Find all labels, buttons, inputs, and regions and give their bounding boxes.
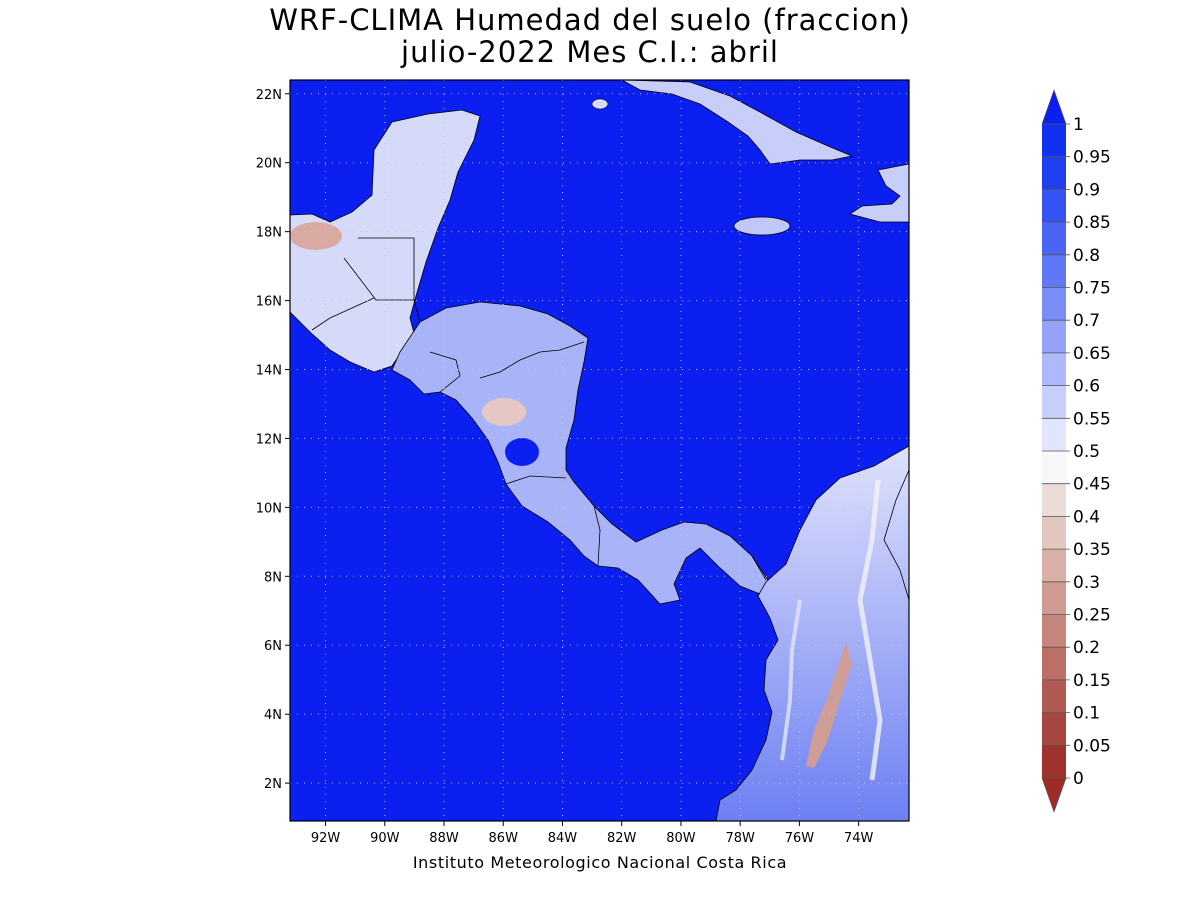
land-areas — [290, 80, 909, 821]
colorbar-label: 0.6 — [1073, 377, 1100, 397]
lon-tick-label: 82W — [607, 831, 637, 846]
colorbar-label: 0.65 — [1073, 344, 1111, 364]
land-hispaniola — [849, 163, 909, 223]
colorbar-bin — [1042, 320, 1066, 354]
colorbar-label: 0.2 — [1073, 638, 1100, 658]
land-central-america — [391, 301, 769, 605]
land-isla-juventud — [591, 98, 609, 110]
colorbar-bin — [1042, 549, 1066, 583]
colorbar-bin — [1042, 156, 1066, 190]
colorbar-label: 0 — [1073, 769, 1084, 789]
latitude-labels: 22N 20N 18N 16N 14N 12N 10N 8N 6N 4N 2N — [256, 88, 282, 792]
lat-tick-label: 16N — [256, 295, 282, 310]
colorbar-label: 0.85 — [1073, 213, 1111, 233]
colorbar-bin — [1042, 614, 1066, 648]
colorbar-label: 0.3 — [1073, 573, 1100, 593]
colorbar-bin — [1042, 451, 1066, 485]
land-colombia — [715, 445, 909, 821]
colorbar-bin — [1042, 385, 1066, 419]
colorbar-bin — [1042, 222, 1066, 256]
land-cuba — [621, 80, 854, 165]
map-gridlines — [285, 80, 909, 826]
land-jamaica — [733, 216, 791, 236]
lon-tick-label: 86W — [489, 831, 519, 846]
lat-tick-label: 2N — [264, 777, 282, 792]
colorbar-bin — [1042, 124, 1066, 158]
colorbar-label: 0.25 — [1073, 606, 1111, 626]
map-title-line2: julio-2022 Mes C.I.: abril — [401, 35, 779, 69]
longitude-labels: 92W 90W 88W 86W 84W 82W 80W 78W 76W 74W — [311, 831, 874, 846]
colorbar-bottom-arrow — [1041, 777, 1067, 813]
institution-credit: Instituto Meteorologico Nacional Costa R… — [412, 853, 788, 872]
colorbar-label: 0.95 — [1073, 148, 1111, 168]
map-frame — [289, 79, 910, 822]
lat-tick-label: 12N — [256, 432, 282, 447]
colorbar-bin — [1042, 287, 1066, 321]
country-borders — [311, 237, 909, 601]
colorbar-label: 0.75 — [1073, 279, 1111, 299]
lon-tick-label: 90W — [370, 831, 400, 846]
colorbar-bin — [1042, 418, 1066, 452]
lon-tick-label: 80W — [666, 831, 696, 846]
lon-tick-label: 92W — [311, 831, 341, 846]
lon-tick-label: 78W — [725, 831, 755, 846]
colorbar-top-arrow — [1041, 89, 1067, 125]
lat-tick-label: 8N — [264, 570, 282, 585]
colorbar-label: 1 — [1073, 115, 1084, 135]
colorbar-bin — [1042, 254, 1066, 288]
colorbar-bin — [1042, 352, 1066, 387]
colorbar-label: 0.15 — [1073, 671, 1111, 691]
lake-nicaragua — [505, 438, 539, 466]
lat-tick-label: 22N — [256, 88, 282, 103]
lon-tick-label: 88W — [429, 831, 459, 846]
colorbar-bin — [1042, 581, 1066, 615]
colorbar-bin — [1042, 516, 1066, 550]
lat-tick-label: 10N — [256, 501, 282, 516]
lat-tick-label: 20N — [256, 157, 282, 172]
colorbar-labels: 1 0.95 0.9 0.85 0.8 0.75 0.7 0.65 0.6 0.55 0.5 0.45… — [1042, 115, 1111, 789]
dry-patch-nicaragua — [482, 398, 526, 426]
colorbar-label: 0.8 — [1073, 246, 1100, 266]
map-title-line1: WRF-CLIMA Humedad del suelo (fraccion) — [269, 3, 911, 37]
colorbar-bin — [1042, 647, 1066, 681]
colorbar-bin — [1042, 483, 1066, 517]
colorbar-bin — [1042, 189, 1066, 223]
lat-tick-label: 14N — [256, 364, 282, 379]
colorbar-label: 0.45 — [1073, 475, 1111, 495]
colorbar-bin — [1042, 712, 1066, 746]
lon-tick-label: 74W — [844, 831, 874, 846]
colorbar-label: 0.55 — [1073, 409, 1111, 429]
colorbar-label: 0.1 — [1073, 704, 1100, 724]
light-band-andes — [857, 479, 883, 781]
lat-tick-label: 4N — [264, 708, 282, 723]
colorbar-label: 0.5 — [1073, 442, 1100, 462]
colorbar-bin — [1042, 745, 1066, 779]
colorbar-label: 0.7 — [1073, 311, 1100, 331]
colorbar-label: 0.4 — [1073, 507, 1100, 527]
lon-tick-label: 84W — [548, 831, 578, 846]
colorbar — [1041, 89, 1067, 813]
lon-tick-label: 76W — [785, 831, 815, 846]
lat-tick-label: 6N — [264, 639, 282, 654]
lat-tick-label: 18N — [256, 226, 282, 241]
colorbar-label: 0.05 — [1073, 736, 1111, 756]
dry-ridge-andes — [806, 642, 852, 768]
colorbar-bin — [1042, 679, 1066, 714]
light-band-andes-2 — [780, 599, 802, 761]
colorbar-label: 0.35 — [1073, 540, 1111, 560]
dry-patch-mexico — [290, 222, 342, 250]
colorbar-label: 0.9 — [1073, 180, 1100, 200]
